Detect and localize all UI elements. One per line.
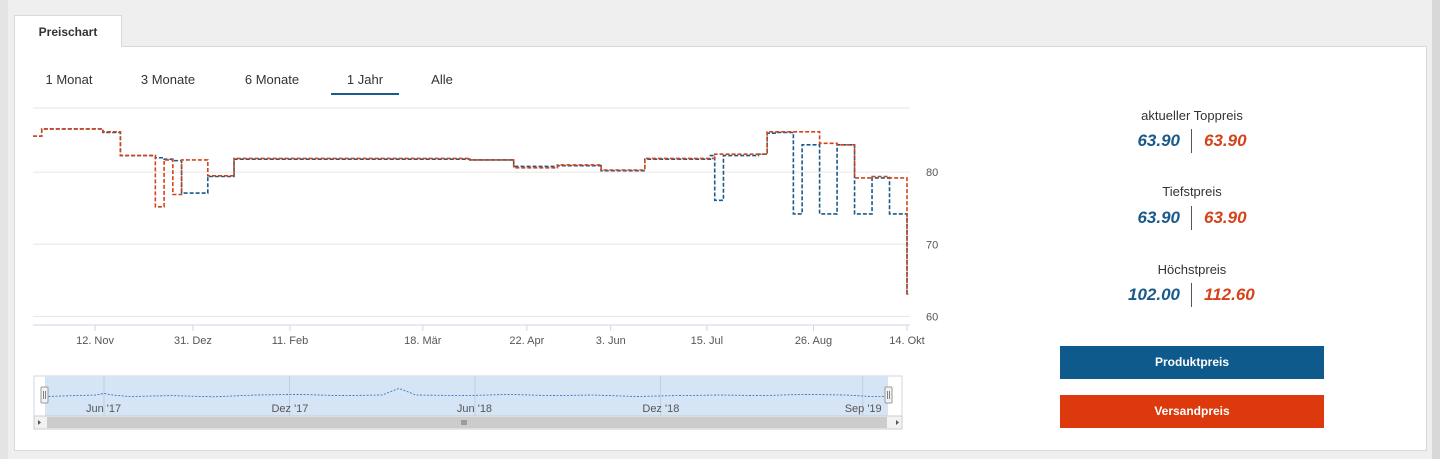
x-tick-label: 22. Apr [509, 335, 544, 347]
range-alle[interactable]: Alle [431, 72, 453, 87]
navigator: Jun '17 Dez '17 Jun '18 Dez '18 Sep '19 [33, 375, 903, 430]
separator [1191, 129, 1192, 153]
stat-max-shipping: 112.60 [1204, 285, 1255, 304]
navigator-tick-label: Jun '18 [457, 403, 492, 415]
stat-min-product: 63.90 [1137, 208, 1180, 227]
navigator-handle-right[interactable] [884, 386, 893, 404]
stat-max-label: Höchstpreis [1157, 262, 1227, 277]
scroll-left-arrow [38, 420, 41, 425]
stat-min-label: Tiefstpreis [1162, 184, 1222, 199]
y-axis: 60 70 80 [926, 167, 938, 323]
left-border [0, 0, 8, 459]
x-tick-label: 15. Jul [691, 335, 723, 347]
right-scroll-edge [1432, 0, 1440, 459]
stat-max-product: 102.00 [1128, 285, 1180, 304]
range-1-monat[interactable]: 1 Monat [45, 72, 93, 87]
y-tick-label: 70 [926, 239, 938, 251]
navigator-handle-left[interactable] [40, 386, 49, 404]
x-axis: 12. Nov 31. Dez 11. Feb 18. Mär 22. Apr 3. Ju… [76, 325, 925, 347]
x-tick-label: 14. Okt [889, 335, 924, 347]
stat-current-label: aktueller Toppreis [1141, 108, 1243, 123]
produktpreis-button[interactable]: Produktpreis [1060, 346, 1324, 379]
stat-current-product: 63.90 [1137, 131, 1180, 150]
scroll-right-arrow [896, 420, 899, 425]
y-tick-label: 80 [926, 167, 938, 179]
separator [1191, 206, 1192, 230]
chart-grid [33, 107, 910, 326]
y-tick-label: 60 [926, 311, 938, 323]
scrollbar-thumb[interactable] [47, 417, 887, 428]
x-tick-label: 3. Jun [596, 335, 626, 347]
x-tick-label: 31. Dez [174, 335, 212, 347]
stat-min-shipping: 63.90 [1204, 208, 1247, 227]
range-6-monate[interactable]: 6 Monate [244, 72, 300, 87]
navigator-ticks: Jun '17 Dez '17 Jun '18 Dez '18 Sep '19 [86, 376, 882, 416]
x-tick-label: 18. Mär [404, 335, 442, 347]
series-versandpreis [33, 128, 909, 295]
x-tick-label: 11. Feb [272, 335, 309, 347]
stat-current-shipping: 63.90 [1204, 131, 1247, 150]
navigator-tick-label: Dez '18 [642, 403, 679, 415]
stats-panel: aktueller Toppreis 63.90 63.90 Tiefstpre… [1052, 100, 1332, 330]
navigator-series-line [44, 387, 888, 398]
navigator-tick-label: Jun '17 [86, 403, 121, 415]
separator [1191, 283, 1192, 307]
x-tick-label: 12. Nov [76, 335, 114, 347]
chart-series [33, 128, 909, 295]
series-produktpreis [33, 128, 909, 295]
range-3-monate[interactable]: 3 Monate [140, 72, 196, 87]
navigator-tick-label: Dez '17 [271, 403, 308, 415]
range-1-jahr[interactable]: 1 Jahr [331, 71, 399, 95]
versandpreis-button[interactable]: Versandpreis [1060, 395, 1324, 428]
tab-preischart[interactable]: Preischart [14, 15, 122, 47]
x-tick-label: 26. Aug [795, 335, 832, 347]
navigator-tick-label: Sep '19 [845, 403, 882, 415]
